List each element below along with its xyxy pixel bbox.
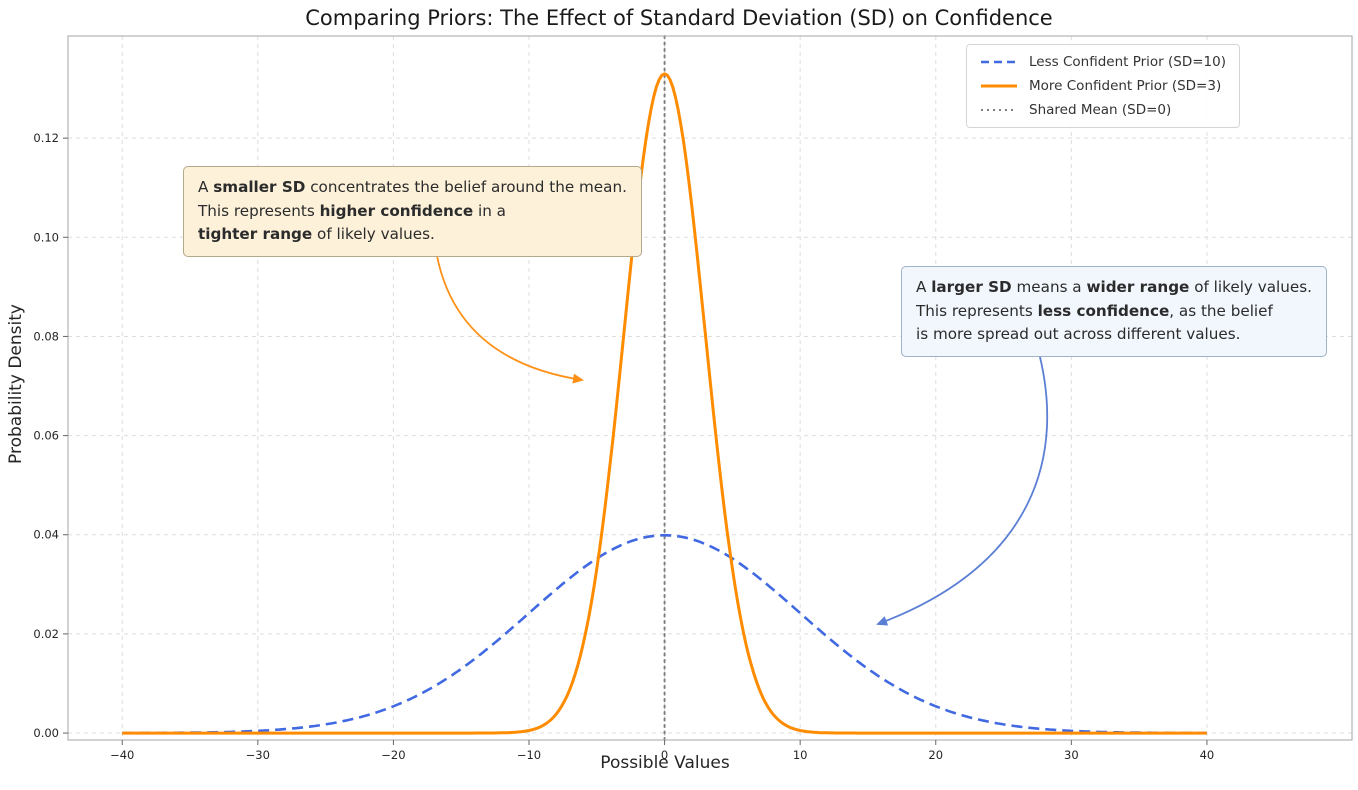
plot-border (67, 35, 1353, 741)
legend-label: More Confident Prior (SD=3) (1029, 78, 1222, 94)
chart-title: Comparing Priors: The Effect of Standard… (305, 6, 1053, 30)
series-line-0 (122, 534, 1207, 735)
annotation-arrow-smaller-sd-note (436, 255, 584, 384)
legend-entry: More Confident Prior (SD=3) (980, 78, 1226, 94)
svg-text:0.06: 0.06 (33, 429, 59, 443)
x-axis-label: Possible Values (600, 753, 730, 773)
series-line-1 (122, 72, 1207, 735)
tick-labels: −40 −30 −20 −10 0 10 20 30 40 0.00 0.02 0.04 0.06 0.0… (33, 131, 1214, 762)
annotation-text-line: is more spread out across different valu… (916, 325, 1241, 344)
svg-text:0: 0 (661, 748, 668, 762)
annotation-text-line: A smaller SD concentrates the belief aro… (198, 178, 627, 196)
svg-text:−20: −20 (381, 748, 405, 762)
svg-text:−30: −30 (246, 748, 270, 762)
svg-text:0.02: 0.02 (33, 627, 59, 641)
svg-text:10: 10 (793, 748, 808, 762)
annotation-arrow-larger-sd-note (876, 348, 1049, 626)
legend-dashed-line-swatch (981, 60, 1017, 64)
y-axis-label: Probability Density (6, 304, 26, 464)
annotation-text-line: A larger SD means a wider range of likel… (916, 278, 1312, 296)
svg-text:0.12: 0.12 (33, 131, 59, 145)
legend-solid-line-swatch (981, 84, 1017, 88)
legend-entry: Shared Mean (SD=0) (980, 102, 1226, 118)
svg-text:0.04: 0.04 (33, 528, 59, 542)
legend-dotted-line-swatch (981, 109, 1017, 111)
legend: Less Confident Prior (SD=10) More Confide… (966, 44, 1241, 128)
svg-text:20: 20 (928, 748, 943, 762)
svg-text:40: 40 (1200, 748, 1215, 762)
annotation-larger-sd: A larger SD means a wider range of likel… (901, 266, 1327, 357)
tick-marks (63, 137, 1208, 745)
svg-text:0.00: 0.00 (33, 726, 59, 740)
legend-label: Shared Mean (SD=0) (1029, 102, 1172, 118)
legend-label: Less Confident Prior (SD=10) (1029, 54, 1227, 70)
svg-text:−10: −10 (517, 748, 541, 762)
annotation-text-line: tighter range of likely values. (198, 225, 435, 244)
annotation-text-line: This represents higher confidence in a (198, 201, 506, 220)
svg-text:0.10: 0.10 (33, 230, 59, 244)
gridlines (68, 36, 1352, 740)
svg-text:30: 30 (1064, 748, 1079, 762)
annotation-text-line: This represents less confidence, as the … (916, 301, 1273, 320)
legend-entry: Less Confident Prior (SD=10) (980, 54, 1226, 70)
svg-text:0.08: 0.08 (33, 329, 59, 343)
annotation-smaller-sd: A smaller SD concentrates the belief aro… (183, 166, 642, 257)
svg-text:−40: −40 (110, 748, 134, 762)
